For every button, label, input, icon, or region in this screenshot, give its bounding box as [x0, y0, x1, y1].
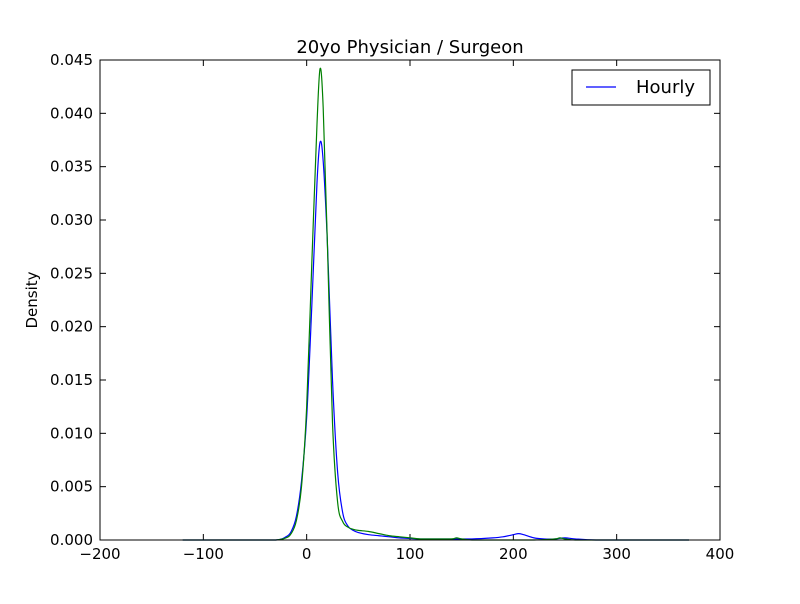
series-line-1	[182, 140, 689, 541]
x-tick-label: 100	[396, 545, 425, 563]
y-tick-label: 0.040	[50, 104, 93, 122]
legend: Hourly	[571, 69, 711, 106]
x-tick-label: −100	[183, 545, 224, 563]
chart-title: 20yo Physician / Surgeon	[296, 37, 523, 58]
y-tick-label: 0.030	[50, 211, 93, 229]
x-tick-label: 200	[499, 545, 528, 563]
y-tick-label: 0.020	[50, 318, 93, 336]
y-tick-label: 0.035	[50, 158, 93, 176]
plot-frame	[99, 59, 721, 541]
y-tick-label: 0.005	[50, 478, 93, 496]
y-axis-label: Density	[23, 271, 41, 328]
series-line-2	[182, 67, 689, 541]
legend-label: Hourly	[636, 77, 695, 98]
y-tick-label: 0.015	[50, 371, 93, 389]
ticks-layer: −200 −100 0 100 200 300 400 0.000 0.005 0.010 0.01…	[50, 51, 734, 563]
y-tick-label: 0.025	[50, 264, 93, 282]
y-tick-label: 0.000	[50, 531, 93, 549]
series-layer	[182, 67, 689, 541]
y-tick-label: 0.010	[50, 424, 93, 442]
x-tick-label: 300	[602, 545, 631, 563]
x-tick-label: 0	[302, 545, 312, 563]
y-tick-label: 0.045	[50, 51, 93, 69]
x-tick-label: 400	[706, 545, 735, 563]
x-tick-label: −200	[79, 545, 120, 563]
